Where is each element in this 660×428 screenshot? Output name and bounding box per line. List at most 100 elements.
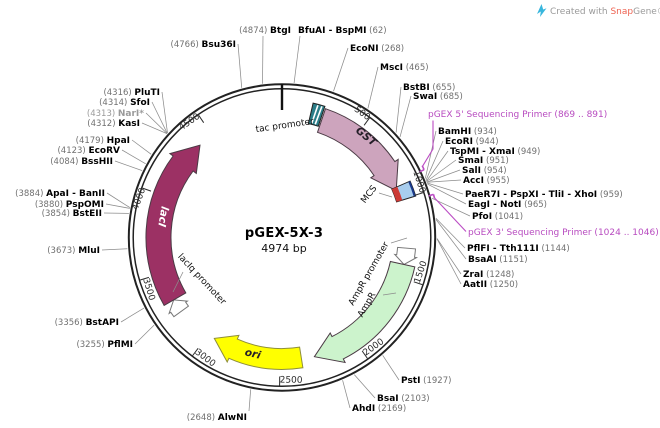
site-label[interactable]: (3356) BstAPI [55, 318, 119, 328]
site-label[interactable]: EcoRI (944) [445, 137, 499, 147]
feature-label-laci[interactable]: lacI [155, 205, 170, 228]
site-label[interactable]: EcoNI (268) [350, 44, 404, 54]
site-callout-line [151, 101, 168, 134]
site-label[interactable]: ZraI (1248) [463, 270, 514, 280]
site-label[interactable]: (4874) BtgI [239, 26, 291, 36]
feature-laci[interactable] [145, 144, 201, 307]
tick-mark [198, 114, 205, 123]
site-callout-line [427, 183, 467, 205]
site-callout-line [106, 192, 131, 208]
site-callout-line [131, 139, 152, 155]
primer-connector [422, 120, 434, 167]
site-callout-line [145, 112, 168, 134]
site-callout-line [424, 130, 437, 179]
site-callout-line [426, 179, 462, 183]
tick-label: 4000 [131, 187, 148, 212]
primer-mark[interactable] [421, 165, 425, 171]
feature-ori[interactable] [213, 334, 304, 370]
primer-label[interactable]: pGEX 5' Sequencing Primer (869 .. 891) [428, 110, 607, 120]
site-label[interactable]: (4312) KasI [87, 119, 140, 129]
site-callout-line [248, 389, 252, 412]
site-label[interactable]: (3880) PspOMI [35, 200, 104, 210]
site-label[interactable]: (3673) MluI [47, 246, 100, 256]
site-label[interactable]: (2648) AlwNI [187, 413, 247, 423]
site-label[interactable]: (4179) HpaI [76, 136, 130, 146]
site-callout-line [141, 122, 168, 134]
site-callout-line [101, 248, 128, 251]
feature-label-ori[interactable]: ori [244, 346, 263, 362]
site-label[interactable]: PaeR7I - PspXI - TliI - XhoI (959) [465, 190, 623, 200]
site-callout-line [399, 95, 412, 138]
site-callout-line [161, 91, 168, 134]
site-label[interactable]: (3884) ApaI - BanII [15, 189, 105, 199]
site-label[interactable]: (3255) PflMI [76, 340, 133, 350]
site-label[interactable]: BsaAI (1151) [468, 255, 528, 265]
site-callout-line [436, 238, 462, 285]
feature-callout-line [382, 292, 397, 296]
tick-mark [192, 347, 199, 356]
site-label[interactable]: PstI (1927) [401, 376, 451, 386]
site-label[interactable]: (4316) PluTI [103, 88, 160, 98]
site-callout-line [105, 203, 130, 209]
watermark[interactable]: Created with SnapGene® [537, 4, 660, 17]
site-label[interactable]: (3854) BstEII [42, 209, 102, 219]
site-callout-line [367, 66, 379, 109]
feature-label-tac-promoter[interactable]: tac promoter [255, 117, 315, 135]
site-label[interactable]: AccI (955) [463, 176, 510, 186]
site-label[interactable]: (4084) BssHII [50, 157, 113, 167]
feature-mcs-edge [408, 181, 416, 197]
site-callout-line [382, 355, 400, 381]
site-label[interactable]: MscI (465) [380, 63, 429, 73]
site-callout-line [426, 150, 449, 182]
site-label[interactable]: (4123) EcoRV [57, 146, 120, 156]
site-callout-line [134, 324, 155, 345]
primer-label[interactable]: pGEX 3' Sequencing Primer (1024 .. 1046) [468, 228, 659, 238]
site-label[interactable]: SwaI (685) [413, 92, 463, 102]
site-callout-line [121, 149, 146, 165]
feature-callout-line [378, 192, 393, 198]
site-label[interactable]: PfoI (1041) [472, 212, 523, 222]
tick-mark [414, 192, 424, 196]
feature-callout-line [172, 271, 184, 293]
site-callout-line [435, 217, 466, 249]
feature-gst[interactable] [316, 108, 399, 192]
site-label[interactable]: EagI - NotI (965) [468, 200, 547, 210]
feature-hatch [311, 105, 319, 124]
site-callout-line [333, 47, 349, 92]
tick-mark [363, 117, 370, 126]
site-callout-line [293, 35, 301, 84]
site-label[interactable]: SalI (954) [462, 166, 507, 176]
site-callout-line [237, 43, 243, 88]
snapgene-logo-icon [537, 4, 547, 17]
feature-ampr-promoter[interactable] [393, 246, 419, 266]
feature-label-mcs[interactable]: MCS [359, 184, 379, 206]
feature-layer [145, 102, 419, 370]
tick-mark [140, 276, 150, 281]
site-label[interactable]: PflFI - Tth111I (1144) [467, 244, 570, 254]
site-label[interactable]: TspMI - XmaI (949) [450, 147, 540, 157]
primer-mark-hook [419, 168, 425, 173]
site-label[interactable]: (4313) NarI* [87, 109, 144, 119]
tick-label: 500 [352, 105, 372, 123]
plasmid-size: 4974 bp [261, 242, 306, 255]
site-label[interactable]: BamHI (934) [438, 127, 497, 137]
site-label[interactable]: SmaI (951) [458, 156, 509, 166]
site-label[interactable]: (4314) SfoI [99, 98, 150, 108]
site-callout-line [262, 35, 264, 84]
site-label[interactable]: AhdI (2169) [352, 404, 406, 414]
feature-label-laciq-promoter[interactable]: lacIq promoter [175, 252, 227, 307]
tick-mark [361, 350, 368, 359]
feature-mcs-stripe [391, 186, 403, 202]
site-callout-line [426, 169, 461, 183]
site-callout-line [354, 374, 376, 399]
site-label[interactable]: AatII (1250) [463, 280, 518, 290]
feature-callout-line [390, 237, 408, 244]
site-label[interactable]: BfuAI - BspMI (62) [298, 26, 387, 36]
feature-ampr[interactable] [313, 260, 416, 364]
site-callout-line [425, 140, 444, 181]
site-label[interactable]: BsaI (2103) [377, 394, 430, 404]
feature-laciq-promoter[interactable] [168, 299, 190, 318]
site-label[interactable]: (4766) Bsu36I [171, 40, 236, 50]
site-label[interactable]: BstBI (655) [403, 83, 455, 93]
